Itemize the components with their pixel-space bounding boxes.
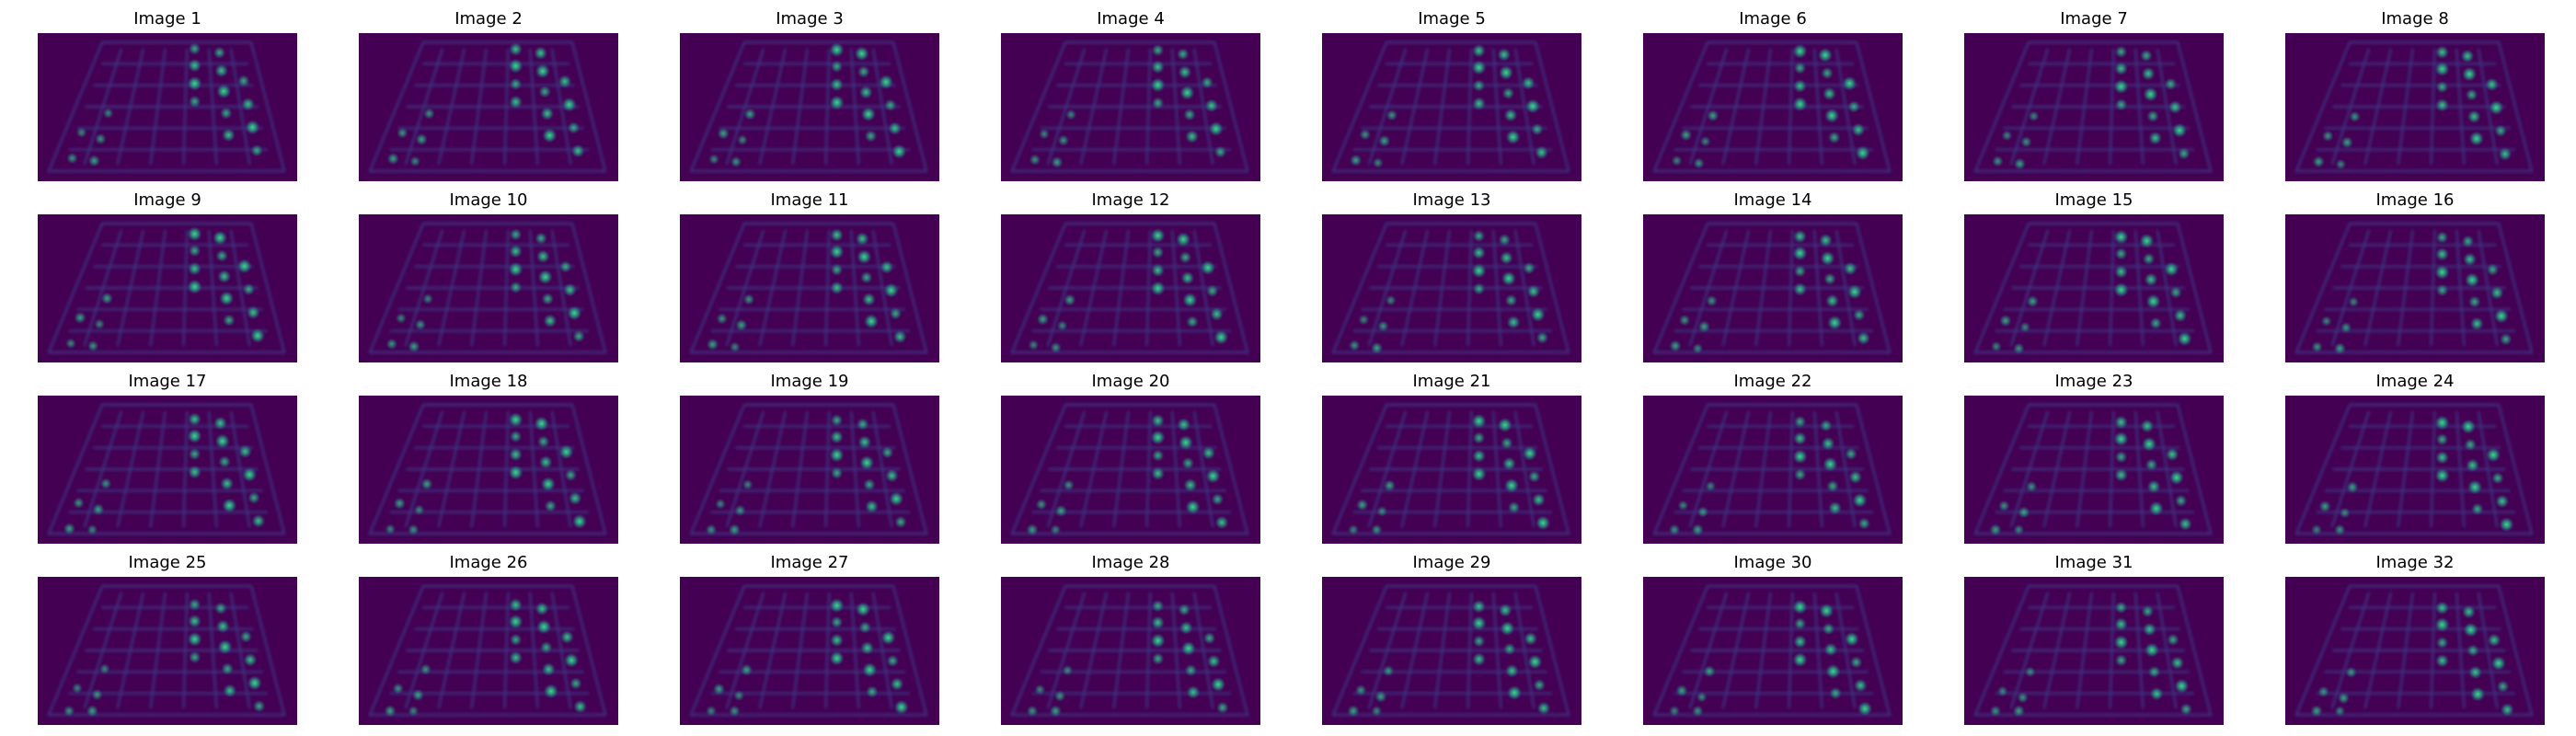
heatmap-image bbox=[1643, 396, 1903, 544]
heatmap-image bbox=[38, 214, 297, 362]
heatmap-image bbox=[1322, 214, 1581, 362]
heatmap-image bbox=[1001, 396, 1260, 544]
panel-title: Image 12 bbox=[1091, 190, 1170, 210]
heatmap-image bbox=[1001, 33, 1260, 181]
panel-title: Image 26 bbox=[449, 553, 528, 572]
heatmap-image bbox=[1964, 396, 2224, 544]
heatmap-image bbox=[1643, 214, 1903, 362]
panel-title: Image 17 bbox=[128, 372, 207, 391]
heatmap-image bbox=[680, 33, 939, 181]
panel-title: Image 16 bbox=[2375, 190, 2455, 210]
panel-title: Image 21 bbox=[1412, 372, 1491, 391]
heatmap-image bbox=[1001, 214, 1260, 362]
heatmap-image bbox=[2285, 577, 2545, 725]
panel-title: Image 4 bbox=[1097, 9, 1165, 29]
heatmap-image bbox=[1322, 396, 1581, 544]
heatmap-image bbox=[359, 396, 618, 544]
panel-title: Image 30 bbox=[1733, 553, 1812, 572]
heatmap-image bbox=[38, 396, 297, 544]
heatmap-image bbox=[680, 396, 939, 544]
heatmap-image bbox=[359, 33, 618, 181]
heatmap-image bbox=[680, 214, 939, 362]
panel-title: Image 27 bbox=[770, 553, 849, 572]
heatmap-image bbox=[1001, 577, 1260, 725]
panel-title: Image 6 bbox=[1739, 9, 1807, 29]
panel-title: Image 20 bbox=[1091, 372, 1170, 391]
panel-title: Image 5 bbox=[1418, 9, 1486, 29]
panel-title: Image 29 bbox=[1412, 553, 1491, 572]
panel-title: Image 11 bbox=[770, 190, 849, 210]
heatmap-image bbox=[38, 33, 297, 181]
panel-title: Image 2 bbox=[454, 9, 523, 29]
panel-title: Image 14 bbox=[1733, 190, 1812, 210]
panel-title: Image 19 bbox=[770, 372, 849, 391]
heatmap-image bbox=[1322, 33, 1581, 181]
heatmap-image bbox=[1964, 577, 2224, 725]
heatmap-image bbox=[1322, 577, 1581, 725]
panel-title: Image 8 bbox=[2381, 9, 2449, 29]
heatmap-image bbox=[680, 577, 939, 725]
heatmap-image bbox=[1643, 577, 1903, 725]
heatmap-image bbox=[1964, 33, 2224, 181]
panel-title: Image 32 bbox=[2375, 553, 2455, 572]
heatmap-image bbox=[1964, 214, 2224, 362]
heatmap-image bbox=[2285, 396, 2545, 544]
panel-title: Image 7 bbox=[2060, 9, 2128, 29]
panel-title: Image 15 bbox=[2054, 190, 2133, 210]
panel-title: Image 18 bbox=[449, 372, 528, 391]
panel-title: Image 10 bbox=[449, 190, 528, 210]
panel-title: Image 24 bbox=[2375, 372, 2455, 391]
heatmap-image bbox=[359, 577, 618, 725]
heatmap-image bbox=[1643, 33, 1903, 181]
panel-title: Image 25 bbox=[128, 553, 207, 572]
panel-title: Image 9 bbox=[133, 190, 201, 210]
panel-title: Image 13 bbox=[1412, 190, 1491, 210]
heatmap-image bbox=[38, 577, 297, 725]
panel-title: Image 23 bbox=[2054, 372, 2133, 391]
panel-title: Image 28 bbox=[1091, 553, 1170, 572]
panel-title: Image 1 bbox=[133, 9, 201, 29]
panel-title: Image 22 bbox=[1733, 372, 1812, 391]
panel-title: Image 3 bbox=[776, 9, 844, 29]
heatmap-image bbox=[2285, 214, 2545, 362]
heatmap-image bbox=[359, 214, 618, 362]
panel-title: Image 31 bbox=[2054, 553, 2133, 572]
heatmap-image bbox=[2285, 33, 2545, 181]
